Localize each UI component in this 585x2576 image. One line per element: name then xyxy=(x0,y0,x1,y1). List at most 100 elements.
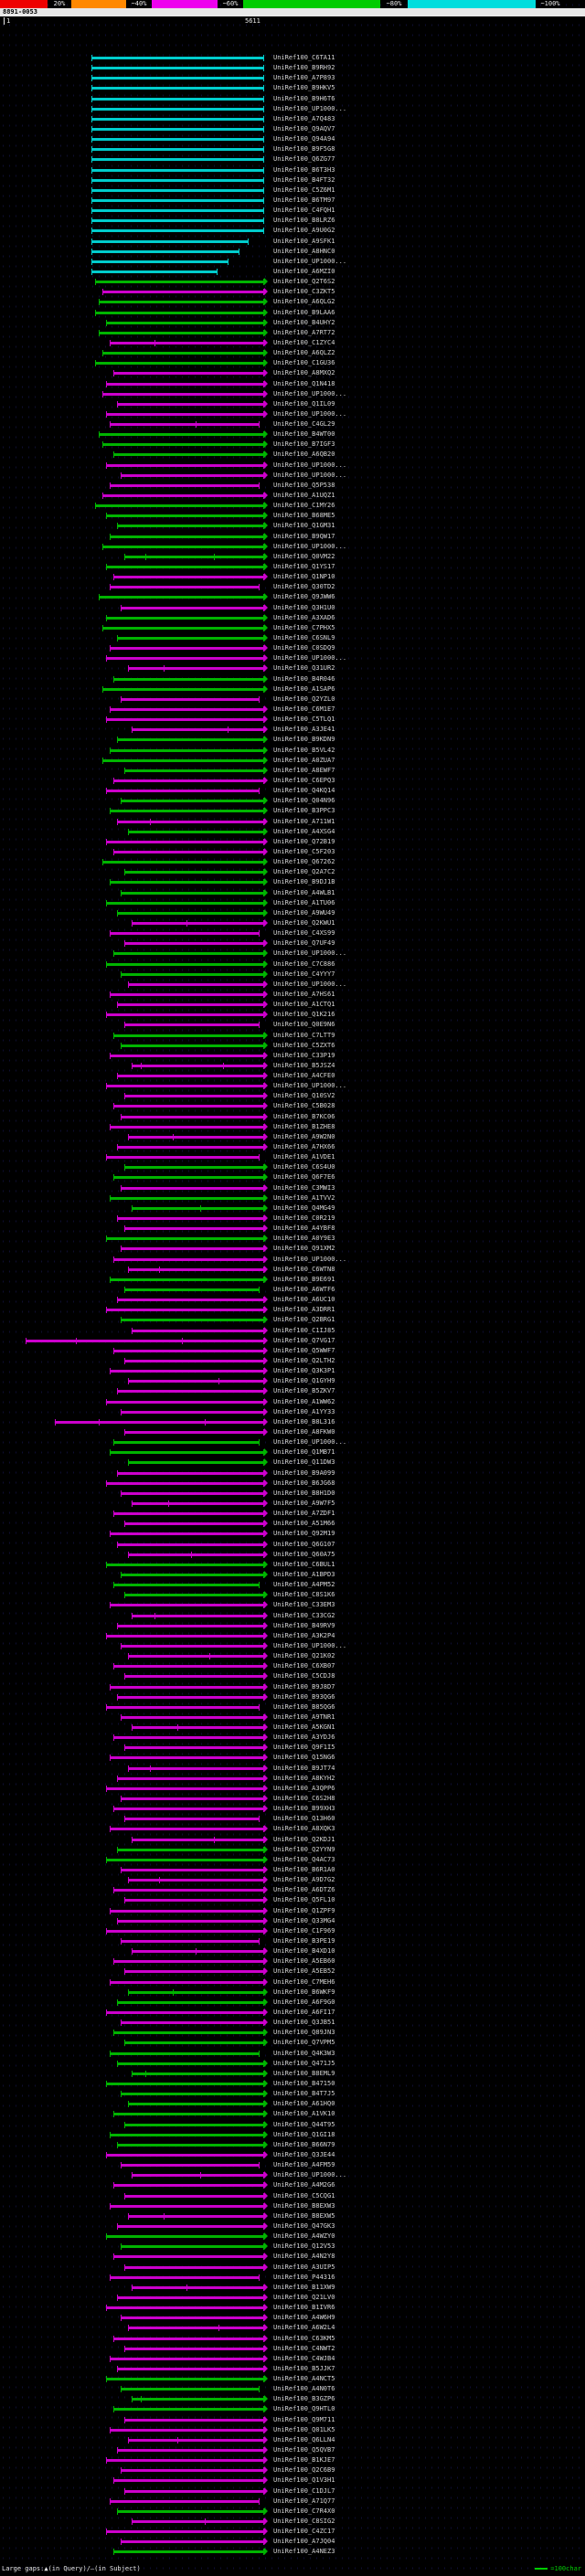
hit-bar[interactable] xyxy=(117,1541,264,1548)
hit-bar[interactable] xyxy=(110,1978,264,1986)
hit-bar[interactable] xyxy=(26,1337,264,1344)
hit-bar[interactable] xyxy=(128,1988,264,1996)
hit-bar[interactable] xyxy=(106,2233,264,2241)
hit-label[interactable]: UniRef100_C6S4U0 xyxy=(273,1163,335,1171)
hit-label[interactable]: UniRef100_P44316 xyxy=(273,2273,335,2281)
hit-bar[interactable] xyxy=(106,1235,264,1243)
hit-bar[interactable] xyxy=(124,1968,264,1976)
hit-label[interactable]: UniRef100_B5JSZ4 xyxy=(273,1061,335,1069)
hit-bar[interactable] xyxy=(124,2263,264,2271)
hit-label[interactable]: UniRef100_Q94A94 xyxy=(273,135,335,143)
hit-label[interactable]: UniRef100_C1F969 xyxy=(273,1926,335,1935)
hit-bar[interactable] xyxy=(113,1958,264,1966)
hit-bar[interactable] xyxy=(90,85,264,92)
hit-label[interactable]: UniRef100_Q3H1U0 xyxy=(273,603,335,611)
hit-bar[interactable] xyxy=(121,1042,264,1049)
hit-bar[interactable] xyxy=(106,1703,260,1711)
hit-label[interactable]: UniRef100_A7P893 xyxy=(273,74,335,82)
hit-label[interactable]: UniRef100_A9WU49 xyxy=(273,908,335,917)
hit-label[interactable]: UniRef100_UP1000... xyxy=(273,1641,347,1649)
hit-label[interactable]: UniRef100_UP1000... xyxy=(273,654,347,663)
hit-label[interactable]: UniRef100_Q13H60 xyxy=(273,1815,335,1823)
hit-bar[interactable] xyxy=(106,1785,264,1792)
hit-label[interactable]: UniRef100_A3K2P4 xyxy=(273,1631,335,1639)
hit-bar[interactable] xyxy=(94,279,264,286)
hit-bar[interactable] xyxy=(106,2376,264,2383)
hit-bar[interactable] xyxy=(113,2335,264,2342)
hit-bar[interactable] xyxy=(106,1012,264,1019)
hit-label[interactable]: UniRef100_B8EXW5 xyxy=(273,2211,335,2220)
hit-bar[interactable] xyxy=(106,2009,264,2016)
hit-bar[interactable] xyxy=(90,65,264,72)
hit-bar[interactable] xyxy=(117,635,264,642)
hit-bar[interactable] xyxy=(124,1164,264,1171)
hit-bar[interactable] xyxy=(113,1806,264,1813)
hit-bar[interactable] xyxy=(106,1561,264,1568)
hit-label[interactable]: UniRef100_C5B028 xyxy=(273,1102,335,1110)
hit-label[interactable]: UniRef100_C1GU36 xyxy=(273,359,335,367)
hit-bar[interactable] xyxy=(90,125,264,133)
hit-label[interactable]: UniRef100_C6M1E7 xyxy=(273,705,335,713)
hit-label[interactable]: UniRef100_Q1V3H1 xyxy=(273,2476,335,2485)
hit-bar[interactable] xyxy=(121,1796,264,1803)
hit-bar[interactable] xyxy=(90,248,239,255)
hit-label[interactable]: UniRef100_B7IGF3 xyxy=(273,440,335,449)
hit-bar[interactable] xyxy=(90,176,264,184)
hit-label[interactable]: UniRef100_A3JE41 xyxy=(273,726,335,734)
hit-label[interactable]: UniRef100_Q67262 xyxy=(273,858,335,866)
hit-bar[interactable] xyxy=(117,2060,264,2067)
hit-label[interactable]: UniRef100_A4FM59 xyxy=(273,2161,335,2169)
hit-label[interactable]: UniRef100_Q1YS17 xyxy=(273,563,335,571)
hit-label[interactable]: UniRef100_Q7UF49 xyxy=(273,939,335,948)
hit-bar[interactable] xyxy=(102,289,264,296)
hit-label[interactable]: UniRef100_A7JQ04 xyxy=(273,2538,335,2546)
hit-bar[interactable] xyxy=(98,299,264,306)
hit-label[interactable]: UniRef100_B8L316 xyxy=(273,1417,335,1426)
hit-bar[interactable] xyxy=(110,2355,264,2362)
hit-bar[interactable] xyxy=(121,970,264,978)
hit-bar[interactable] xyxy=(94,360,264,367)
hit-bar[interactable] xyxy=(117,1073,264,1080)
hit-label[interactable]: UniRef100_C5TLQ1 xyxy=(273,716,335,724)
hit-bar[interactable] xyxy=(113,848,264,855)
hit-label[interactable]: UniRef100_Q3JB51 xyxy=(273,2019,335,2027)
hit-bar[interactable] xyxy=(121,1317,264,1324)
hit-bar[interactable] xyxy=(90,156,264,164)
hit-bar[interactable] xyxy=(110,747,264,754)
hit-label[interactable]: UniRef100_Q2C6B9 xyxy=(273,2466,335,2475)
hit-bar[interactable] xyxy=(121,889,264,896)
hit-bar[interactable] xyxy=(90,136,264,143)
hit-bar[interactable] xyxy=(121,1489,264,1497)
hit-label[interactable]: UniRef100_Q01LK5 xyxy=(273,2425,335,2433)
hit-label[interactable]: UniRef100_Q9HTL0 xyxy=(273,2405,335,2413)
hit-label[interactable]: UniRef100_UP1000... xyxy=(273,104,347,112)
hit-bar[interactable] xyxy=(124,1428,264,1436)
hit-label[interactable]: UniRef100_B5ZKV7 xyxy=(273,1387,335,1395)
hit-label[interactable]: UniRef100_B6R1A0 xyxy=(273,1866,335,1874)
hit-label[interactable]: UniRef100_A9TNR1 xyxy=(273,1712,335,1721)
hit-label[interactable]: UniRef100_A9W2N0 xyxy=(273,1132,335,1140)
hit-bar[interactable] xyxy=(121,1642,264,1649)
hit-label[interactable]: UniRef100_A6WTF6 xyxy=(273,1286,335,1294)
hit-label[interactable]: UniRef100_UP1000... xyxy=(273,542,347,550)
hit-label[interactable]: UniRef100_UP1000... xyxy=(273,409,347,418)
hit-label[interactable]: UniRef100_C3MWI3 xyxy=(273,1183,335,1192)
hit-bar[interactable] xyxy=(102,685,264,693)
hit-bar[interactable] xyxy=(106,513,264,520)
hit-label[interactable]: UniRef100_B9J8D7 xyxy=(273,1682,335,1691)
hit-label[interactable]: UniRef100_C8S1K6 xyxy=(273,1591,335,1599)
hit-bar[interactable] xyxy=(106,655,264,663)
hit-label[interactable]: UniRef100_B4FT32 xyxy=(273,175,335,184)
hit-bar[interactable] xyxy=(132,2172,264,2179)
hit-bar[interactable] xyxy=(106,1856,264,1863)
hit-bar[interactable] xyxy=(128,1266,264,1273)
hit-bar[interactable] xyxy=(113,2253,264,2261)
hit-bar[interactable] xyxy=(90,207,264,215)
hit-label[interactable]: UniRef100_Q0VM22 xyxy=(273,552,335,560)
hit-bar[interactable] xyxy=(102,624,264,631)
hit-bar[interactable] xyxy=(117,400,264,408)
hit-label[interactable]: UniRef100_Q89JN3 xyxy=(273,2029,335,2037)
hit-bar[interactable] xyxy=(113,1734,264,1742)
hit-bar[interactable] xyxy=(128,828,264,835)
hit-bar[interactable] xyxy=(121,604,264,611)
